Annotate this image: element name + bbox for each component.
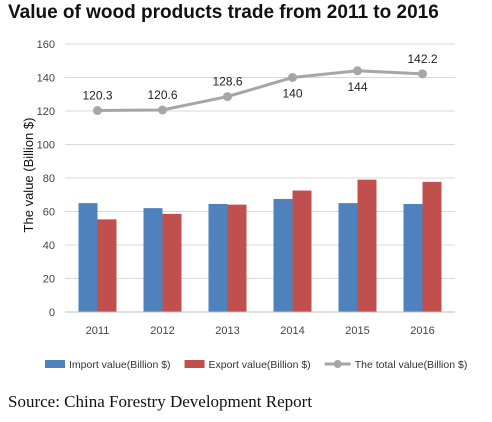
export-bar [97,219,117,312]
y-tick-label: 120 [37,106,55,118]
total-line [93,66,427,115]
legend-label: Export value(Billion $) [209,359,311,371]
total-value-label: 120.6 [147,88,177,102]
export-bar [162,213,182,312]
export-bar [292,190,312,312]
import-bar [403,203,423,312]
export-bar [422,181,442,312]
total-value-point [93,105,102,115]
bars [78,179,442,312]
legend-swatch-marker [333,360,342,368]
legend-label: Import value(Billion $) [69,359,171,371]
import-bar [78,203,98,312]
x-tick-label: 2015 [345,325,369,337]
y-tick-label: 60 [43,207,55,219]
import-bar [208,203,228,312]
total-value-point [158,105,167,115]
x-tick-label: 2012 [150,325,174,337]
data-labels: 120.3 120.6 128.6 140 144 142.2 [82,52,437,103]
y-tick-label: 160 [37,39,55,51]
export-bar [227,204,247,312]
y-tick-label: 40 [43,240,55,252]
import-bar [338,203,358,312]
y-tick-label: 140 [37,73,55,85]
total-value-point [223,92,232,102]
y-tick-label: 100 [37,140,55,152]
y-tick-label: 20 [43,274,55,286]
legend-swatch [184,360,205,368]
import-bar [273,198,293,312]
legend[interactable]: Import value(Billion $) Export value(Bill… [45,359,467,371]
total-value-label: 140 [282,87,302,101]
x-tick-label: 2011 [86,325,110,337]
y-tick-label: 0 [49,307,55,319]
legend-swatch [45,360,65,368]
chart-title: Value of wood products trade from 2011 t… [8,2,439,23]
total-value-point [353,66,362,76]
x-tick-label: 2016 [410,325,434,337]
source-note: Source: China Forestry Development Repor… [8,392,313,411]
axes: 0 20 40 60 80 100 120 140 160 2011 2012 2013 2014 201… [37,39,455,337]
legend-label: The total value(Billion $) [355,359,468,371]
y-axis-title: The value (Billion $) [21,118,36,233]
total-value-point [418,69,427,79]
total-value-label: 142.2 [407,52,437,66]
total-value-label: 144 [347,80,367,94]
export-bar [357,179,377,312]
total-value-line [97,69,423,112]
gridlines [65,43,455,313]
total-value-label: 128.6 [212,75,242,89]
x-tick-label: 2013 [215,325,239,337]
total-value-label: 120.3 [82,88,112,102]
total-value-point [288,73,297,82]
import-bar [143,208,163,312]
y-tick-label: 80 [43,173,55,185]
x-tick-label: 2014 [280,325,304,337]
